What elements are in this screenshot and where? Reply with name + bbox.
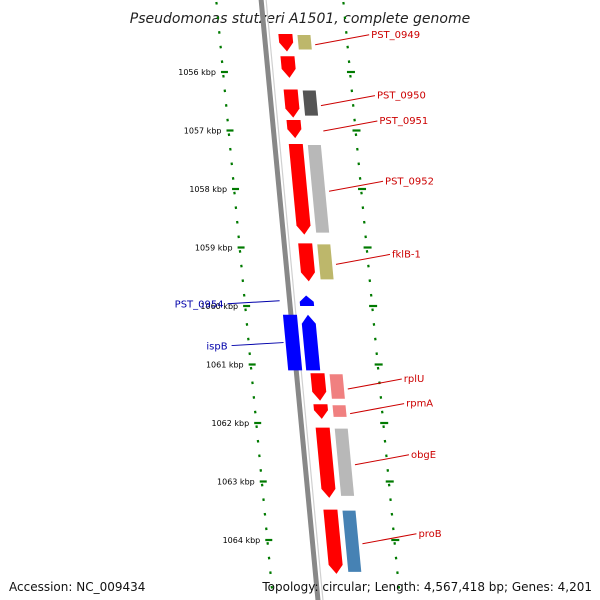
gene-label: PST_0949 xyxy=(371,30,420,41)
kbp-tick-label: 1060 kbp xyxy=(200,302,238,311)
gene-label-leader xyxy=(320,95,376,107)
feature-block xyxy=(302,90,319,116)
gene-label: PST_0954 xyxy=(175,300,224,311)
gene-track xyxy=(278,33,343,574)
kbp-tick-label: 1058 kbp xyxy=(189,185,227,194)
gene-label-leader xyxy=(335,253,391,265)
gene-label: fklB-1 xyxy=(392,249,421,260)
map-title: Pseudomonas stutzeri A1501, complete gen… xyxy=(130,11,470,27)
gene-arrow-forward xyxy=(280,56,296,78)
gene-labels: PST_0949 PST_0950 PST_0951 PST_0952 fklB-1 PS… xyxy=(175,30,442,545)
topology-text: Topology: circular; Length: 4,567,418 bp… xyxy=(262,580,592,594)
gene-label: ispB xyxy=(206,342,227,353)
gene-label: PST_0950 xyxy=(377,91,426,102)
gene-label: rpmA xyxy=(406,399,433,410)
kbp-tick-label: 1064 kbp xyxy=(223,536,261,545)
gene-label-leader xyxy=(323,120,378,132)
gene-label: rplU xyxy=(404,374,425,385)
kbp-tick-label: 1059 kbp xyxy=(195,244,233,253)
gene-arrow-forward xyxy=(323,509,343,574)
feature-block xyxy=(332,405,347,417)
gene-arrow-forward xyxy=(315,427,336,498)
kbp-tick-label: 1061 kbp xyxy=(206,361,244,370)
gene-label: proB xyxy=(418,529,441,540)
feature-block-reverse xyxy=(282,314,303,371)
feature-track xyxy=(282,34,362,572)
feature-block xyxy=(317,244,334,280)
kbp-tick-label: 1062 kbp xyxy=(211,419,249,428)
feature-block xyxy=(307,144,330,233)
gene-label-leader xyxy=(231,342,284,347)
gene-label: PST_0952 xyxy=(385,176,434,187)
backbone-line xyxy=(258,0,321,600)
feature-block xyxy=(297,34,312,50)
gene-label-leader xyxy=(354,454,410,466)
feature-block xyxy=(334,428,355,496)
kbp-tick-label: 1063 kbp xyxy=(217,478,255,487)
gene-arrow-forward xyxy=(288,143,311,235)
gene-arrow-forward xyxy=(313,404,328,419)
gene-arrow-reverse xyxy=(299,295,315,306)
gene-label-leader xyxy=(362,533,417,545)
gene-arrow-forward xyxy=(286,119,302,139)
gene-arrow-forward xyxy=(310,373,327,401)
backbone-highlight xyxy=(265,0,324,600)
gene-arrow-forward xyxy=(298,243,315,282)
gene-label: obgE xyxy=(411,450,436,461)
gene-arrow-reverse xyxy=(301,314,321,371)
gene-label-leader xyxy=(328,180,384,192)
feature-block xyxy=(329,374,345,399)
genome-backbone xyxy=(258,0,324,600)
kbp-tick-label: 1056 kbp xyxy=(178,68,216,77)
feature-block xyxy=(342,510,362,572)
kbp-tick-label: 1057 kbp xyxy=(184,127,222,136)
gene-label-leader xyxy=(347,378,402,390)
gene-arrow-forward xyxy=(283,89,300,118)
scale-ladders: 1056 kbp 1057 kbp 1058 kbp 1059 kbp 1060 kbp… xyxy=(178,1,401,589)
gene-arrow-forward xyxy=(278,33,294,52)
gene-label-leader xyxy=(350,403,405,415)
gene-label: PST_0951 xyxy=(379,116,428,127)
gene-label-leader xyxy=(315,34,370,46)
accession-text: Accession: NC_009434 xyxy=(9,580,146,594)
gene-label-leader xyxy=(227,300,280,305)
